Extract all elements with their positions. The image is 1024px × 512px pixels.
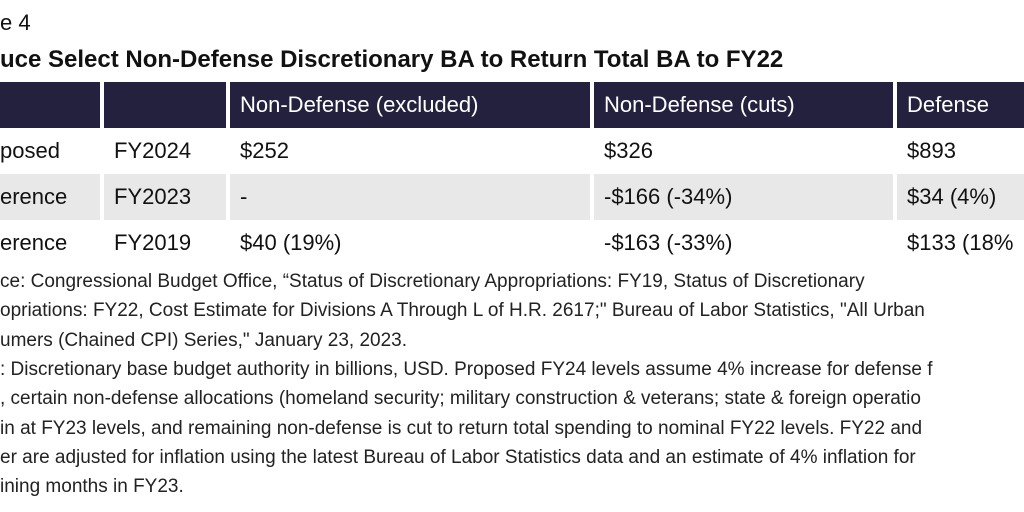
table-cell: -$166 (-34%) <box>594 174 893 220</box>
column-header: Non-Defense (excluded) <box>230 82 590 128</box>
column-header: Non-Defense (cuts) <box>594 82 893 128</box>
note-line: umers (Chained CPI) Series," January 23,… <box>0 329 407 351</box>
note-line: er are adjusted for inflation using the … <box>0 446 916 468</box>
table-cell: erence <box>0 230 68 255</box>
note-line: opriations: FY22, Cost Estimate for Divi… <box>0 300 925 322</box>
note-line: ining months in FY23. <box>0 476 184 498</box>
table-cell: FY2024 <box>114 138 192 163</box>
figure-title: uce Select Non-Defense Discretionary BA … <box>0 46 784 73</box>
note-line: : Discretionary base budget authority in… <box>0 358 933 380</box>
note-line: , certain non-defense allocations (homel… <box>0 388 921 410</box>
table-cell: - <box>230 174 590 220</box>
column-header <box>104 82 226 128</box>
table-cell: FY2023 <box>104 174 226 220</box>
table-cell: $40 (19%) <box>240 230 342 255</box>
table-cell: posed <box>0 138 60 163</box>
table-cell: $893 <box>907 138 956 163</box>
figure-label: e 4 <box>0 10 31 35</box>
table-cell: $252 <box>240 138 289 163</box>
table-cell: -$163 (-33%) <box>604 230 733 255</box>
table-cell: $326 <box>604 138 653 163</box>
table-cell: $133 (18% <box>907 230 1014 255</box>
note-line: ce: Congressional Budget Office, “Status… <box>0 271 865 292</box>
note-line: in at FY23 levels, and remaining non-def… <box>0 417 923 439</box>
column-header <box>0 82 100 128</box>
table-cell: erence <box>0 174 100 220</box>
column-header: Defense <box>897 82 1024 128</box>
table-cell: FY2019 <box>114 230 192 255</box>
table-cell: $34 (4%) <box>897 174 1024 220</box>
